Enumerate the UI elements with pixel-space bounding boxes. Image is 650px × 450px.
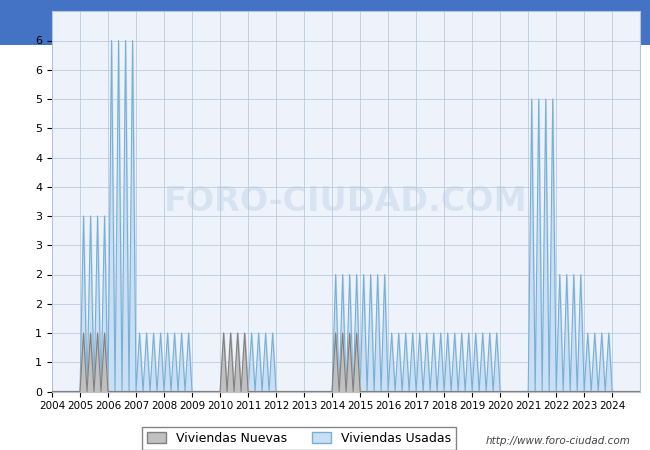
Text: Sarracín - Evolucion del Nº de Transacciones Inmobiliarias: Sarracín - Evolucion del Nº de Transacci… xyxy=(92,15,558,30)
Legend: Viviendas Nuevas, Viviendas Usadas: Viviendas Nuevas, Viviendas Usadas xyxy=(142,427,456,450)
Text: http://www.foro-ciudad.com: http://www.foro-ciudad.com xyxy=(486,436,630,446)
Text: FORO-CIUDAD.COM: FORO-CIUDAD.COM xyxy=(164,185,528,218)
